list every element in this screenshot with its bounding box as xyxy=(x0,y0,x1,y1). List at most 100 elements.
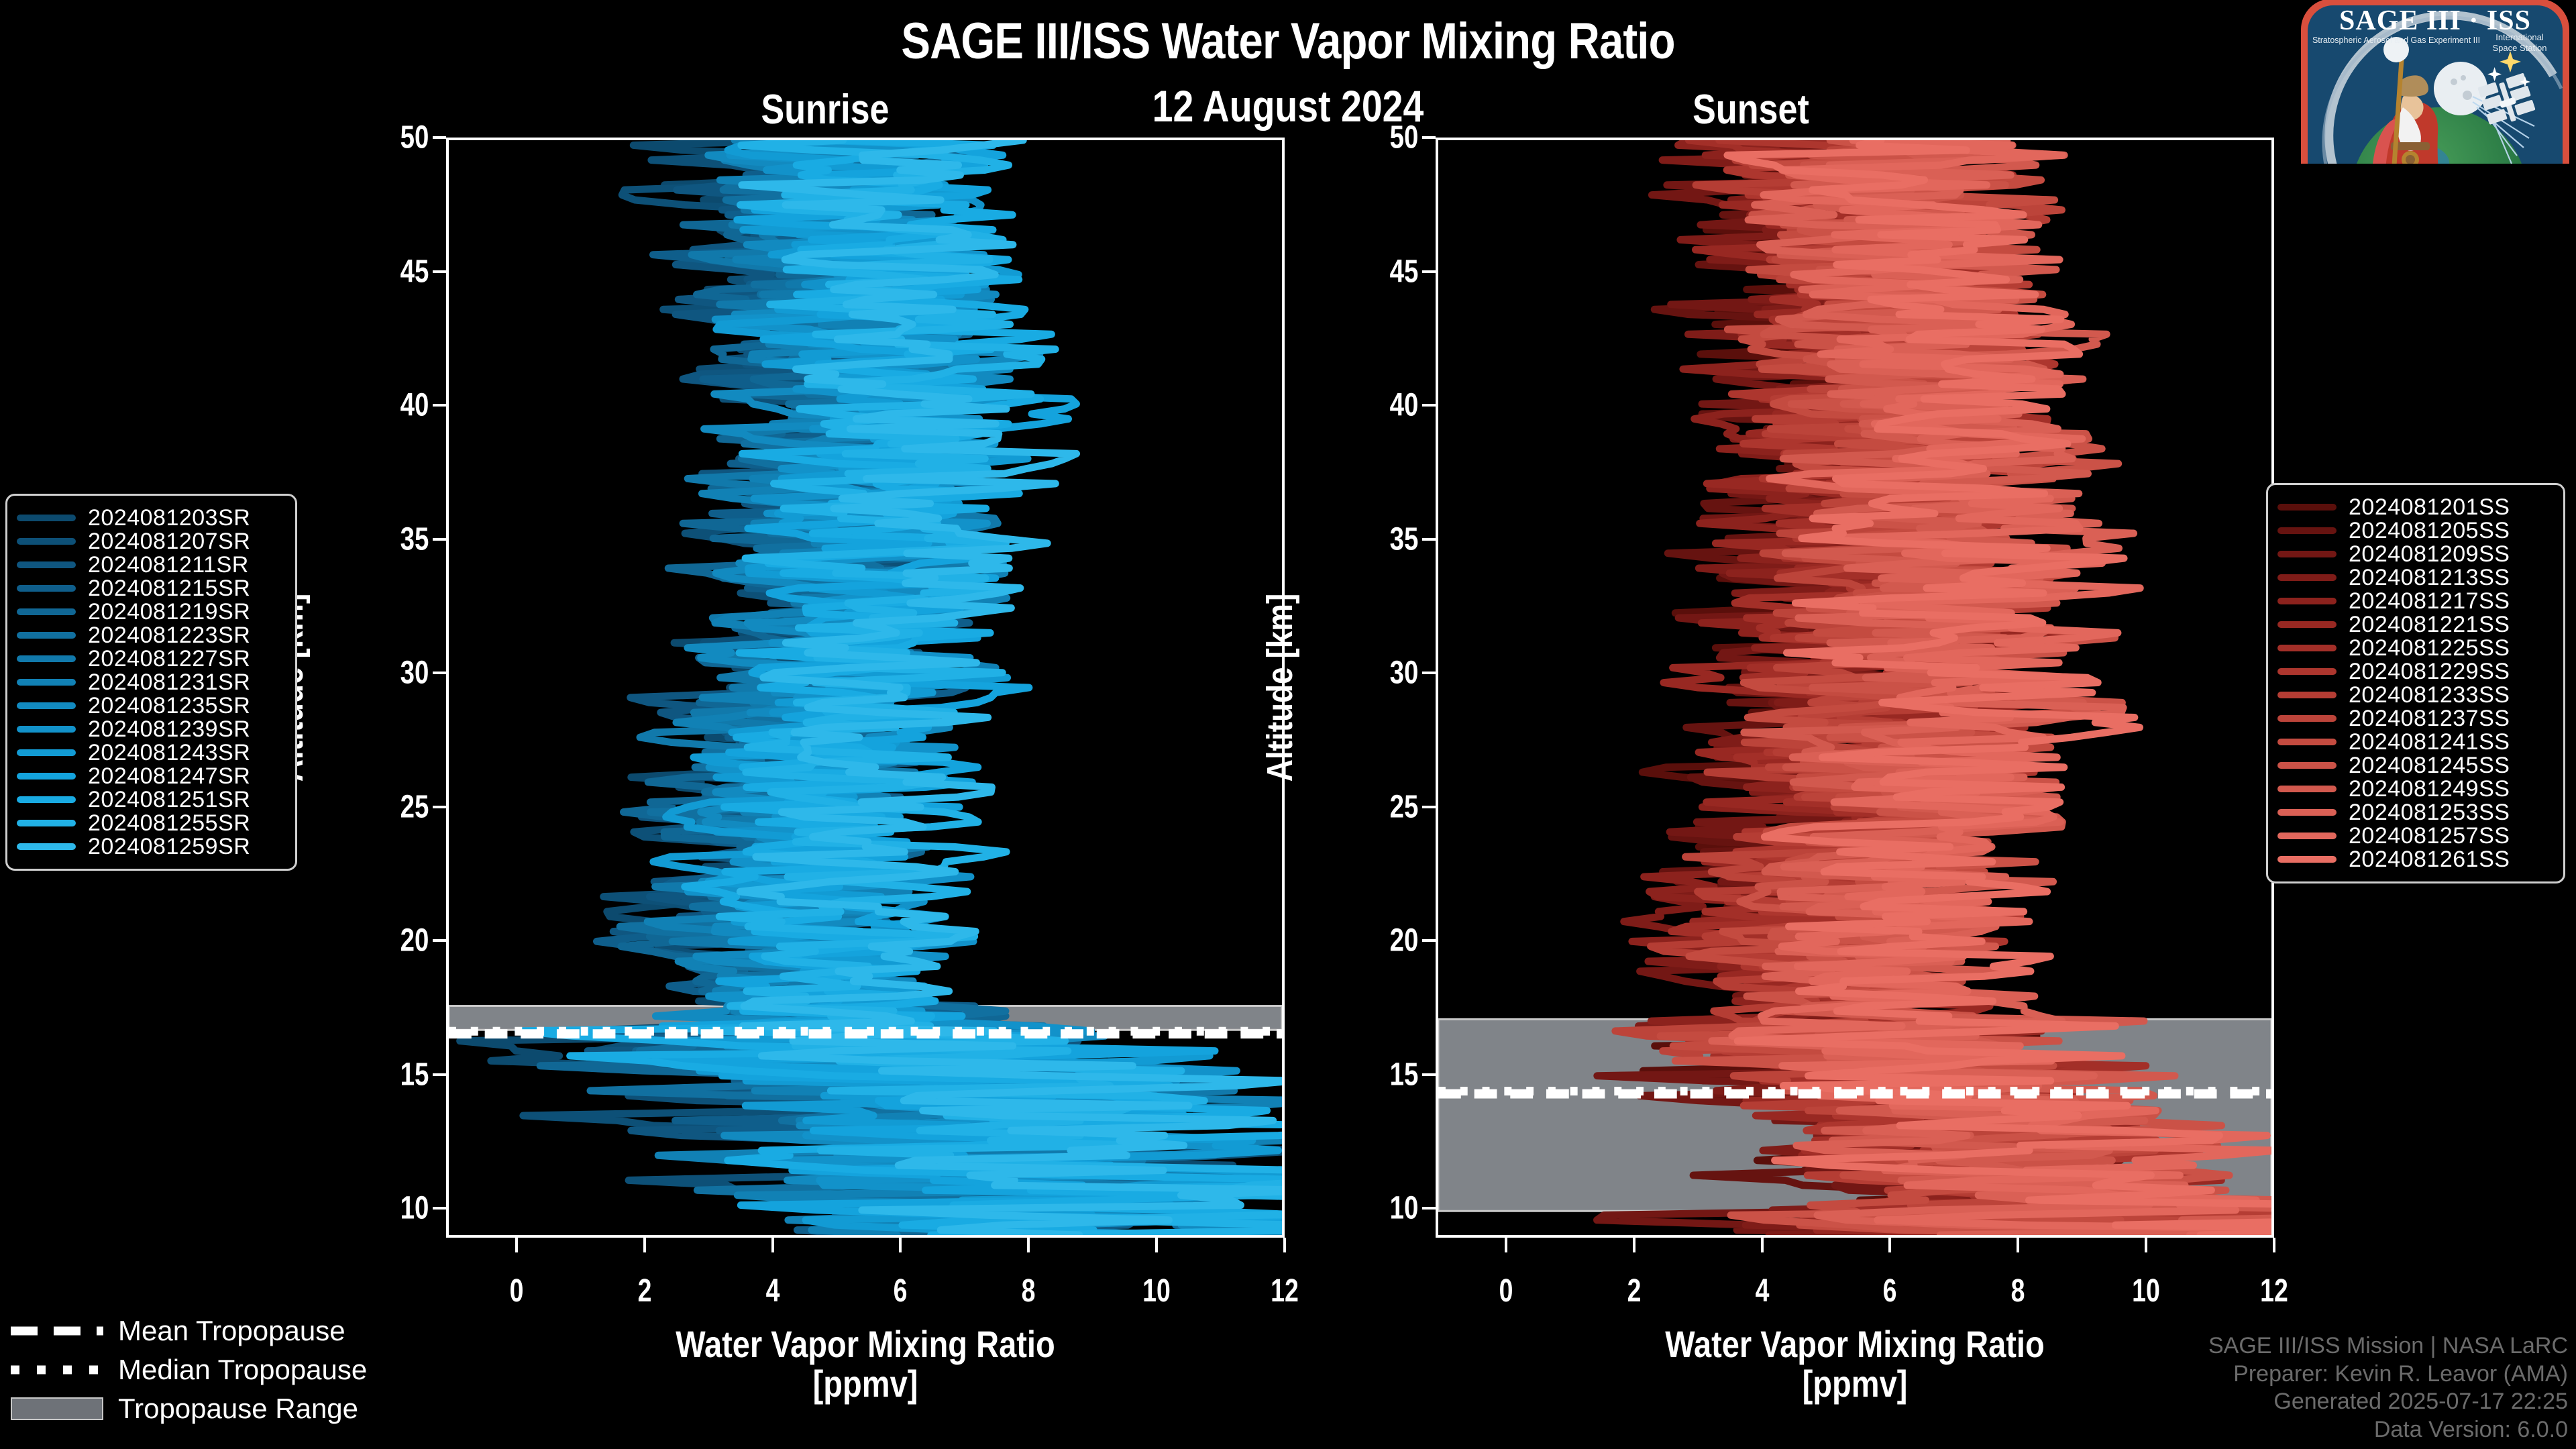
legend-item-label: 2024081249SS xyxy=(2349,775,2510,802)
y-tick-label: 10 xyxy=(400,1190,429,1226)
svg-text:International: International xyxy=(2496,32,2544,42)
y-tick-mark xyxy=(433,1207,446,1210)
sunrise-plot-panel: Altitude [km] 10 15 20 25 30 35 40 45 50 0 2 4 6 8 10… xyxy=(270,120,1299,1403)
x-tick-label: 2 xyxy=(1627,1273,1642,1309)
legend-item[interactable]: 2024081205SS xyxy=(2277,518,2551,543)
x-tick-mark xyxy=(2017,1238,2020,1252)
legend-item[interactable]: 2024081241SS xyxy=(2277,729,2551,755)
sunset-plot-area[interactable] xyxy=(1436,138,2274,1238)
x-tick-mark xyxy=(515,1238,518,1252)
legend-color-swatch xyxy=(17,749,76,756)
y-tick-label: 25 xyxy=(400,789,429,825)
svg-text:Space Station: Space Station xyxy=(2493,43,2547,53)
legend-item[interactable]: 2024081255SR xyxy=(17,810,283,836)
legend-color-swatch xyxy=(2277,809,2337,816)
x-axis-unit: [ppmv] xyxy=(812,1362,918,1405)
footer-preparer: Preparer: Kevin R. Leavor (AMA) xyxy=(2233,1360,2568,1387)
x-tick-mark xyxy=(1155,1238,1159,1252)
legend-color-swatch xyxy=(2277,833,2337,839)
y-tick-mark xyxy=(1422,939,1436,943)
legend-item[interactable]: 2024081227SR xyxy=(17,645,283,672)
legend-color-swatch xyxy=(2277,504,2337,511)
legend-item-median-tropopause: Median Tropopause xyxy=(7,1350,367,1389)
legend-item-label: 2024081257SS xyxy=(2349,822,2510,849)
legend-item[interactable]: 2024081203SR xyxy=(17,505,283,531)
x-tick-label: 8 xyxy=(1021,1273,1036,1309)
legend-color-swatch xyxy=(2277,574,2337,581)
legend-item[interactable]: 2024081221SS xyxy=(2277,612,2551,637)
x-tick-mark xyxy=(2145,1238,2148,1252)
legend-item[interactable]: 2024081247SR xyxy=(17,763,283,789)
legend-item-label: 2024081243SR xyxy=(88,739,251,765)
legend-item-label: 2024081219SR xyxy=(88,598,251,625)
sunset-profile-curves xyxy=(1438,140,2271,1235)
legend-item[interactable]: 2024081209SS xyxy=(2277,541,2551,567)
mean-tropopause-icon xyxy=(7,1321,107,1341)
legend-item[interactable]: 2024081229SS xyxy=(2277,658,2551,684)
legend-item[interactable]: 2024081207SR xyxy=(17,529,283,554)
y-tick-label: 30 xyxy=(1389,655,1418,691)
legend-item[interactable]: 2024081237SS xyxy=(2277,706,2551,731)
x-axis-label: Water Vapor Mixing Ratio [ppmv] xyxy=(513,1324,1218,1405)
x-tick-mark xyxy=(771,1238,774,1252)
legend-item[interactable]: 2024081215SR xyxy=(17,575,283,601)
x-tick-mark xyxy=(1888,1238,1892,1252)
legend-item-label: 2024081231SR xyxy=(88,669,251,695)
legend-item[interactable]: 2024081231SR xyxy=(17,669,283,695)
legend-item[interactable]: 2024081245SS xyxy=(2277,753,2551,778)
subtitle-row: Sunrise 12 August 2024 Sunset xyxy=(0,81,2576,140)
legend-item[interactable]: 2024081235SR xyxy=(17,693,283,718)
legend-item[interactable]: 2024081225SS xyxy=(2277,635,2551,661)
sunrise-event-legend[interactable]: 2024081203SR 2024081207SR 2024081211SR 2024… xyxy=(5,494,297,871)
legend-color-swatch xyxy=(2277,715,2337,722)
sunset-event-legend[interactable]: 2024081201SS 2024081205SS 2024081209SS 2024… xyxy=(2266,483,2565,883)
legend-item[interactable]: 2024081211SR xyxy=(17,552,283,578)
legend-item[interactable]: 2024081217SS xyxy=(2277,588,2551,614)
legend-item[interactable]: 2024081233SS xyxy=(2277,682,2551,708)
footer-generated: Generated 2025-07-17 22:25 xyxy=(2273,1389,2568,1415)
x-tick-label: 8 xyxy=(2010,1273,2025,1309)
tropopause-range-label: Tropopause Range xyxy=(118,1393,359,1424)
x-tick-mark xyxy=(1632,1238,1635,1252)
legend-color-swatch xyxy=(17,702,76,709)
sunrise-profile-curves xyxy=(449,140,1282,1235)
legend-item-label: 2024081247SR xyxy=(88,763,251,789)
legend-item-label: 2024081217SS xyxy=(2349,588,2510,614)
legend-item[interactable]: 2024081261SS xyxy=(2277,847,2551,872)
legend-item-label: 2024081227SR xyxy=(88,645,251,672)
x-tick-label: 10 xyxy=(2132,1273,2160,1309)
legend-color-swatch xyxy=(2277,645,2337,651)
legend-item[interactable]: 2024081243SR xyxy=(17,739,283,765)
y-tick-mark xyxy=(1422,805,1436,808)
legend-item[interactable]: 2024081239SR xyxy=(17,716,283,742)
legend-item[interactable]: 2024081223SR xyxy=(17,623,283,648)
legend-color-swatch xyxy=(2277,856,2337,863)
sunrise-plot-area[interactable] xyxy=(446,138,1285,1238)
legend-item-label: 2024081225SS xyxy=(2349,635,2510,661)
legend-item-label: 2024081229SS xyxy=(2349,658,2510,684)
legend-color-swatch xyxy=(2277,621,2337,628)
y-tick-label: 15 xyxy=(400,1057,429,1093)
sunset-panel-label: Sunset xyxy=(1693,87,1809,133)
profile-line xyxy=(1728,140,2271,1235)
legend-item[interactable]: 2024081259SR xyxy=(17,833,283,859)
x-tick-label: 12 xyxy=(1271,1273,1299,1309)
y-tick-label: 45 xyxy=(400,254,429,289)
footer-mission: SAGE III/ISS Mission | NASA LaRC xyxy=(2208,1333,2568,1359)
legend-item[interactable]: 2024081213SS xyxy=(2277,565,2551,590)
median-tropopause-icon xyxy=(7,1360,107,1380)
legend-item[interactable]: 2024081257SS xyxy=(2277,822,2551,849)
y-tick-label: 50 xyxy=(1389,119,1418,156)
x-tick-label: 4 xyxy=(1755,1273,1770,1309)
y-tick-mark xyxy=(1422,537,1436,541)
legend-item[interactable]: 2024081249SS xyxy=(2277,775,2551,802)
legend-item[interactable]: 2024081253SS xyxy=(2277,800,2551,825)
legend-item-label: 2024081259SR xyxy=(88,833,251,859)
x-tick-mark xyxy=(1760,1238,1764,1252)
legend-item[interactable]: 2024081201SS xyxy=(2277,494,2551,520)
legend-item[interactable]: 2024081251SR xyxy=(17,787,283,812)
y-tick-label: 35 xyxy=(400,521,429,557)
legend-item-label: 2024081215SR xyxy=(88,575,251,601)
x-tick-mark xyxy=(1027,1238,1030,1252)
legend-item[interactable]: 2024081219SR xyxy=(17,598,283,625)
